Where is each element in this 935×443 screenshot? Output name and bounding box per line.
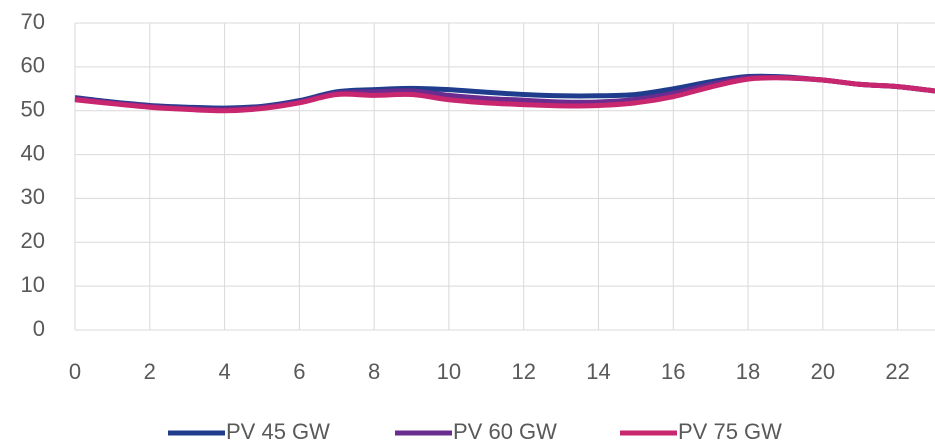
x-tick-label: 2 (144, 359, 156, 384)
x-tick-label: 22 (885, 359, 909, 384)
x-tick-label: 20 (811, 359, 835, 384)
legend-label: PV 75 GW (678, 419, 782, 443)
x-tick-label: 6 (293, 359, 305, 384)
x-tick-label: 4 (218, 359, 230, 384)
y-tick-label: 20 (21, 228, 45, 253)
series-line (74, 75, 935, 114)
x-tick-label: 16 (661, 359, 685, 384)
y-tick-label: 40 (21, 140, 45, 165)
y-tick-label: 70 (21, 9, 45, 34)
y-tick-label: 10 (21, 272, 45, 297)
x-tick-label: 14 (586, 359, 610, 384)
x-tick-label: 12 (511, 359, 535, 384)
x-tick-label: 18 (736, 359, 760, 384)
x-tick-label: 8 (368, 359, 380, 384)
y-tick-label: 30 (21, 184, 45, 209)
y-tick-label: 0 (33, 316, 45, 341)
legend-label: PV 45 GW (226, 419, 330, 443)
legend-label: PV 60 GW (453, 419, 557, 443)
x-tick-label: 0 (69, 359, 81, 384)
x-tick-label: 10 (437, 359, 461, 384)
y-tick-label: 50 (21, 97, 45, 122)
y-tick-label: 60 (21, 53, 45, 78)
